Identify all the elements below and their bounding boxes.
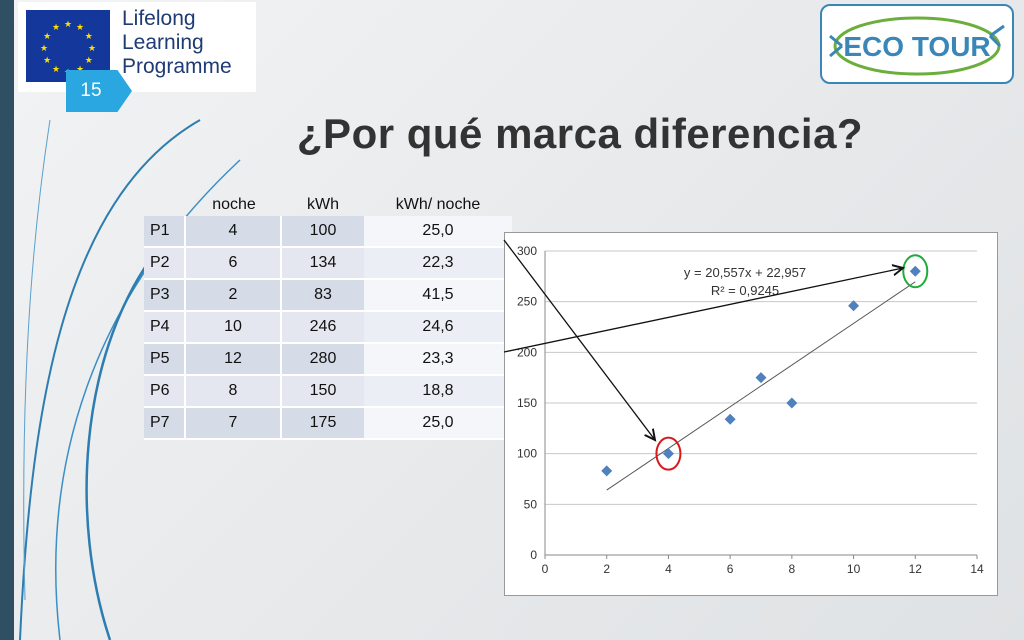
eu-star-icon: ★ xyxy=(43,55,51,65)
table-row: P4 10 246 24,6 xyxy=(144,312,512,344)
slide-number: 15 xyxy=(80,80,102,101)
header-cell-kwh: kWh xyxy=(307,196,339,213)
cell-kwh-noche: 25,0 xyxy=(364,408,512,440)
cell-kwh-noche-highlight-red: 25,0 xyxy=(364,216,512,248)
cell-kwh-noche: 22,3 xyxy=(364,248,512,280)
table-header-row: noche kWh kWh/ noche xyxy=(144,165,512,216)
data-point xyxy=(786,397,798,409)
table-row: P5 12 280 23,3 xyxy=(144,344,512,376)
trendline-equation: y = 20,557x + 22,957 xyxy=(684,265,806,280)
cell-kwh: 150 xyxy=(282,376,364,408)
row-label: P4 xyxy=(144,312,186,344)
page-title: ¿Por qué marca diferencia? xyxy=(296,110,864,157)
cell-noche: 12 xyxy=(186,344,282,376)
row-label: P2 xyxy=(144,248,186,280)
y-tick-label: 0 xyxy=(530,548,537,562)
x-tick-label: 0 xyxy=(542,562,549,576)
header-cell-noche: noche xyxy=(212,196,256,213)
cell-kwh-noche-highlight-green: 23,3 xyxy=(364,344,512,376)
cell-kwh: 100 xyxy=(282,216,364,248)
y-tick-label: 100 xyxy=(517,447,537,461)
table-row: P1 4 100 25,0 xyxy=(144,216,512,248)
x-tick-label: 4 xyxy=(665,562,672,576)
cell-kwh-noche: 41,5 xyxy=(364,280,512,312)
scatter-chart: 0 50 100 150 200 250 300 0 2 4 6 8 10 12 14 y = 20,557… xyxy=(504,232,998,596)
cell-noche: 10 xyxy=(186,312,282,344)
cell-kwh: 246 xyxy=(282,312,364,344)
x-tick-label: 14 xyxy=(970,562,984,576)
ecotour-logo: ECO TOUR xyxy=(820,4,1014,84)
data-point xyxy=(662,448,674,460)
slide-number-tab: 15 xyxy=(66,70,132,112)
cell-kwh-noche: 24,6 xyxy=(364,312,512,344)
table-row: P6 8 150 18,8 xyxy=(144,376,512,408)
eu-star-icon: ★ xyxy=(52,64,60,74)
data-point xyxy=(601,465,613,477)
cell-kwh: 280 xyxy=(282,344,364,376)
table-row: P3 2 83 41,5 xyxy=(144,280,512,312)
cell-kwh: 134 xyxy=(282,248,364,280)
cell-kwh: 175 xyxy=(282,408,364,440)
y-tick-label: 50 xyxy=(524,497,538,511)
logo-line-3: Programme xyxy=(122,55,232,78)
logo-line-1: Lifelong xyxy=(122,7,196,30)
lifelong-learning-logo: ★★★★★★★★★★★★ Lifelong Learning Programme xyxy=(18,2,256,92)
table-row: P7 7 175 25,0 xyxy=(144,408,512,440)
cell-noche: 7 xyxy=(186,408,282,440)
cell-kwh: 83 xyxy=(282,280,364,312)
header-cell-kwh-noche: kWh/ noche xyxy=(395,196,481,213)
eu-star-icon: ★ xyxy=(43,31,51,41)
y-tick-label: 300 xyxy=(517,244,537,258)
x-tick-label: 6 xyxy=(727,562,734,576)
cell-noche: 6 xyxy=(186,248,282,280)
eu-star-icon: ★ xyxy=(88,43,96,53)
y-tick-label: 200 xyxy=(517,345,537,359)
cell-noche: 4 xyxy=(186,216,282,248)
left-accent-bar xyxy=(0,0,14,640)
r-squared-label: R² = 0,9245 xyxy=(711,283,779,298)
row-label: P3 xyxy=(144,280,186,312)
data-point xyxy=(755,372,767,384)
decorative-swoosh xyxy=(19,119,241,640)
x-tick-label: 2 xyxy=(603,562,610,576)
eu-star-icon: ★ xyxy=(52,22,60,32)
eu-star-icon: ★ xyxy=(85,55,93,65)
row-label: P5 xyxy=(144,344,186,376)
data-point xyxy=(724,413,736,425)
table-row: P2 6 134 22,3 xyxy=(144,248,512,280)
eu-star-icon: ★ xyxy=(76,64,84,74)
x-tick-label: 8 xyxy=(789,562,796,576)
trendline xyxy=(606,281,916,491)
ecotour-logo-text: ECO TOUR xyxy=(843,31,990,62)
cell-noche: 2 xyxy=(186,280,282,312)
y-tick-label: 150 xyxy=(517,396,537,410)
scatter-chart-svg: 0 50 100 150 200 250 300 0 2 4 6 8 10 12 14 y = 20,557… xyxy=(517,244,984,576)
x-tick-label: 12 xyxy=(909,562,923,576)
consumption-table: noche kWh kWh/ noche P1 4 100 25,0 P2 6 … xyxy=(144,165,512,440)
row-label: P7 xyxy=(144,408,186,440)
data-point xyxy=(909,265,921,277)
eu-star-icon: ★ xyxy=(64,19,72,29)
highlight-circle-red xyxy=(655,436,682,471)
eu-star-icon: ★ xyxy=(76,22,84,32)
eu-star-icon: ★ xyxy=(85,31,93,41)
cell-noche: 8 xyxy=(186,376,282,408)
eu-star-icon: ★ xyxy=(40,43,48,53)
row-label: P1 xyxy=(144,216,186,248)
row-label: P6 xyxy=(144,376,186,408)
cell-kwh-noche: 18,8 xyxy=(364,376,512,408)
header-cell-0 xyxy=(144,165,186,216)
logo-line-2: Learning xyxy=(122,31,204,54)
x-tick-label: 10 xyxy=(847,562,861,576)
y-tick-label: 250 xyxy=(517,295,537,309)
